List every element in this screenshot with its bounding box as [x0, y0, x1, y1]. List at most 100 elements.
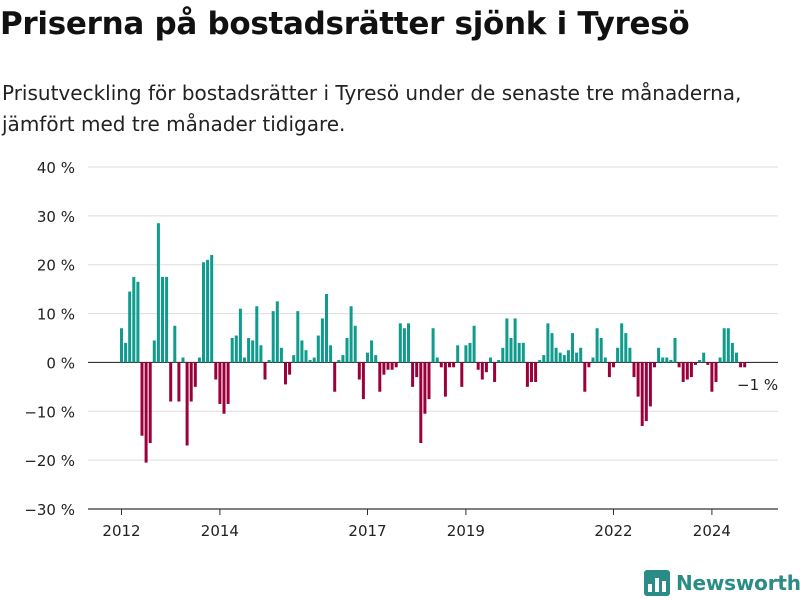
bar — [394, 362, 398, 368]
bar — [173, 325, 177, 363]
x-axis: 2012 2014 2017 2019 2022 2024 — [102, 509, 731, 540]
x-tick-label: 2022 — [594, 522, 632, 540]
bar — [230, 338, 234, 363]
bar — [669, 359, 673, 363]
bar — [300, 340, 304, 363]
bar — [161, 276, 164, 363]
bar — [644, 362, 648, 422]
bar — [181, 357, 185, 363]
bar — [681, 362, 685, 382]
bar — [702, 352, 706, 363]
bar — [136, 281, 140, 363]
bar — [448, 362, 451, 368]
bar — [726, 328, 730, 363]
bar — [214, 362, 218, 380]
bar — [456, 345, 460, 363]
bar — [648, 362, 652, 407]
bar — [398, 323, 402, 363]
bar — [501, 347, 505, 363]
bar — [517, 342, 521, 363]
last-value-label: −1 % — [737, 376, 778, 394]
annotations: −1 % — [737, 376, 778, 394]
bar — [653, 362, 656, 368]
bar — [210, 254, 214, 363]
bar — [640, 362, 644, 426]
bar — [185, 362, 189, 446]
bar — [562, 355, 566, 363]
bar — [124, 342, 128, 363]
bar — [202, 262, 205, 363]
bar — [177, 362, 181, 402]
bar — [476, 362, 480, 370]
bar — [165, 276, 169, 363]
y-tick-label: 20 % — [37, 257, 75, 275]
bar — [628, 347, 632, 363]
bar — [521, 342, 525, 363]
bar — [415, 362, 419, 378]
bar — [374, 355, 378, 363]
bar — [571, 333, 574, 363]
bar — [329, 345, 333, 363]
bar — [386, 362, 390, 370]
bar — [382, 362, 386, 375]
x-tick-label: 2017 — [348, 522, 386, 540]
bar — [435, 357, 439, 363]
bar — [234, 335, 238, 363]
bar — [279, 347, 283, 363]
bar — [464, 345, 468, 363]
bar — [636, 362, 640, 397]
bars — [120, 223, 747, 463]
bar — [345, 338, 349, 363]
bar — [431, 328, 435, 363]
bar — [148, 362, 152, 444]
bar — [132, 276, 136, 363]
x-tick-label: 2024 — [693, 522, 731, 540]
bar — [480, 362, 484, 380]
bar — [349, 306, 353, 363]
bar — [710, 362, 714, 392]
bar — [296, 311, 300, 363]
chart-subtitle: Prisutveckling för bostadsrätter i Tyres… — [2, 81, 742, 136]
bar — [267, 359, 271, 363]
bar — [357, 362, 361, 380]
bar — [550, 333, 554, 363]
bar — [247, 338, 251, 363]
y-tick-label: −10 % — [24, 403, 75, 421]
bar — [722, 328, 726, 363]
bar — [292, 355, 296, 363]
bar — [206, 259, 210, 363]
bar — [243, 357, 246, 363]
bar — [665, 357, 669, 363]
bar — [197, 357, 201, 363]
bar — [616, 347, 620, 363]
bar — [730, 342, 734, 363]
bar — [152, 340, 156, 363]
y-tick-label: −30 % — [24, 501, 75, 519]
newsworthy-logo-text: Newsworthy — [676, 571, 800, 595]
bar — [251, 340, 255, 363]
bar — [497, 359, 501, 363]
bar — [255, 306, 259, 363]
bar — [739, 362, 743, 368]
bar — [718, 357, 722, 363]
bar — [304, 350, 308, 363]
bar — [156, 223, 160, 363]
bar — [140, 362, 144, 436]
bar — [489, 357, 492, 363]
bar — [128, 291, 132, 363]
bar — [308, 359, 312, 363]
y-tick-label: 10 % — [37, 306, 75, 324]
y-tick-label: 30 % — [37, 208, 75, 226]
bar — [189, 362, 193, 402]
bar — [554, 347, 558, 363]
newsworthy-logo[interactable]: Newsworthy — [644, 568, 800, 598]
bar — [427, 362, 431, 400]
bar — [538, 359, 542, 363]
bar — [484, 362, 488, 373]
x-tick-label: 2019 — [447, 522, 485, 540]
bar — [325, 294, 328, 363]
bar — [661, 357, 665, 363]
bar — [226, 362, 230, 404]
bar — [566, 350, 570, 363]
